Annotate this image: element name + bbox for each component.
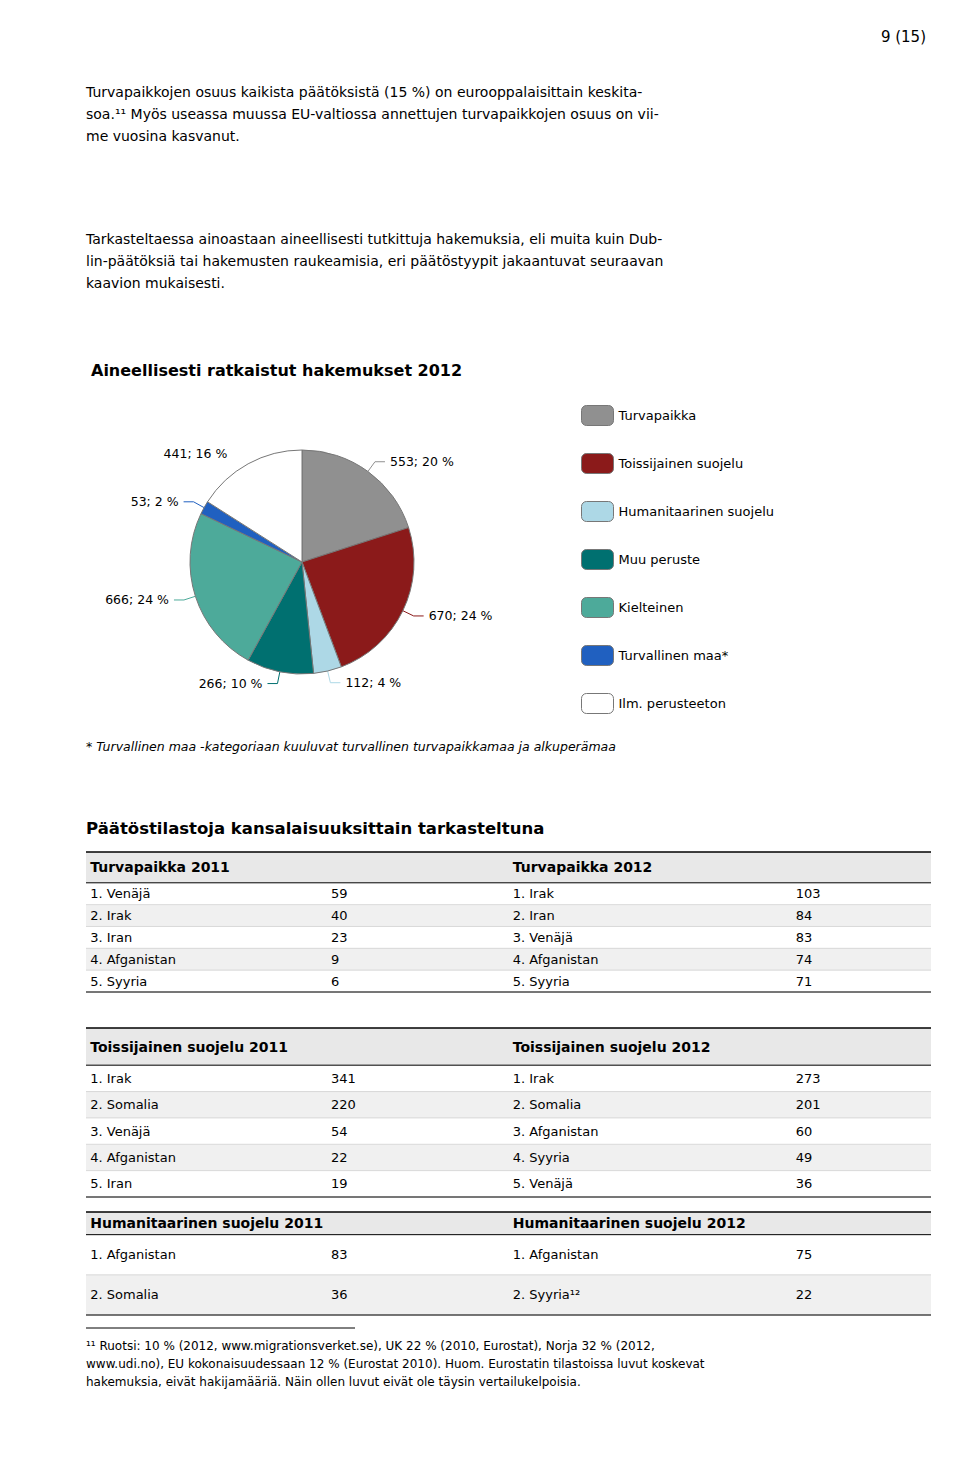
- svg-text:2. Syyria¹²: 2. Syyria¹²: [513, 1287, 581, 1302]
- svg-text:2. Irak: 2. Irak: [90, 908, 132, 923]
- svg-text:Humanitaarinen suojelu 2012: Humanitaarinen suojelu 2012: [513, 1215, 746, 1231]
- svg-text:4. Afganistan: 4. Afganistan: [513, 952, 599, 967]
- svg-text:441; 16 %: 441; 16 %: [164, 446, 228, 461]
- svg-text:4. Afganistan: 4. Afganistan: [90, 952, 176, 967]
- svg-text:201: 201: [796, 1097, 821, 1112]
- svg-text:670; 24 %: 670; 24 %: [429, 608, 493, 623]
- svg-text:3. Afganistan: 3. Afganistan: [513, 1124, 599, 1139]
- svg-text:2. Somalia: 2. Somalia: [90, 1097, 159, 1112]
- svg-text:2. Somalia: 2. Somalia: [90, 1287, 159, 1302]
- svg-text:6: 6: [331, 974, 339, 989]
- svg-text:53; 2 %: 53; 2 %: [131, 494, 179, 509]
- svg-text:kaavion mukaisesti.: kaavion mukaisesti.: [86, 275, 225, 291]
- svg-text:Kielteinen: Kielteinen: [619, 600, 684, 615]
- svg-text:3. Venäjä: 3. Venäjä: [90, 1124, 150, 1139]
- svg-text:49: 49: [796, 1150, 813, 1165]
- svg-text:273: 273: [796, 1071, 821, 1086]
- svg-text:Humanitaarinen suojelu: Humanitaarinen suojelu: [619, 504, 775, 519]
- svg-text:23: 23: [331, 930, 348, 945]
- svg-text:Toissijainen suojelu: Toissijainen suojelu: [618, 456, 744, 471]
- svg-text:Turvapaikka 2011: Turvapaikka 2011: [90, 859, 230, 875]
- svg-text:22: 22: [796, 1287, 813, 1302]
- svg-text:Tarkasteltaessa ainoastaan ain: Tarkasteltaessa ainoastaan aineellisesti…: [85, 231, 662, 247]
- svg-text:666; 24 %: 666; 24 %: [105, 592, 169, 607]
- svg-text:Päätöstilastoja kansalaisuuksi: Päätöstilastoja kansalaisuuksittain tark…: [86, 819, 544, 838]
- svg-text:40: 40: [331, 908, 348, 923]
- svg-text:1. Irak: 1. Irak: [513, 886, 555, 901]
- svg-text:Muu peruste: Muu peruste: [619, 552, 701, 567]
- svg-text:22: 22: [331, 1150, 348, 1165]
- svg-text:103: 103: [796, 886, 821, 901]
- svg-text:5. Iran: 5. Iran: [90, 1176, 132, 1191]
- svg-text:Ilm. perusteeton: Ilm. perusteeton: [619, 696, 726, 711]
- svg-text:2. Somalia: 2. Somalia: [513, 1097, 582, 1112]
- svg-text:553; 20 %: 553; 20 %: [390, 454, 454, 469]
- svg-text:Turvapaikka: Turvapaikka: [618, 408, 697, 423]
- svg-text:soa.¹¹ Myös useassa muussa EU-: soa.¹¹ Myös useassa muussa EU-valtiossa …: [86, 106, 659, 122]
- svg-text:* Turvallinen maa -kategoriaan: * Turvallinen maa -kategoriaan kuuluvat …: [86, 739, 616, 754]
- svg-text:www.udi.no), EU kokonaisuudess: www.udi.no), EU kokonaisuudessaan 12 % (…: [86, 1357, 705, 1371]
- svg-text:74: 74: [796, 952, 813, 967]
- svg-text:9 (15): 9 (15): [881, 28, 926, 46]
- svg-text:75: 75: [796, 1247, 813, 1262]
- svg-text:Toissijainen suojelu 2012: Toissijainen suojelu 2012: [513, 1039, 711, 1055]
- svg-text:9: 9: [331, 952, 339, 967]
- svg-text:36: 36: [796, 1176, 813, 1191]
- svg-text:54: 54: [331, 1124, 348, 1139]
- svg-text:19: 19: [331, 1176, 348, 1191]
- svg-text:71: 71: [796, 974, 813, 989]
- svg-text:3. Venäjä: 3. Venäjä: [513, 930, 573, 945]
- svg-text:Aineellisesti ratkaistut hakem: Aineellisesti ratkaistut hakemukset 2012: [91, 361, 462, 380]
- svg-text:Toissijainen suojelu 2011: Toissijainen suojelu 2011: [90, 1039, 288, 1055]
- svg-text:60: 60: [796, 1124, 813, 1139]
- svg-text:me vuosina kasvanut.: me vuosina kasvanut.: [86, 128, 240, 144]
- svg-text:266; 10 %: 266; 10 %: [199, 676, 263, 691]
- svg-text:83: 83: [796, 930, 813, 945]
- svg-text:5. Venäjä: 5. Venäjä: [513, 1176, 573, 1191]
- svg-text:1. Irak: 1. Irak: [513, 1071, 555, 1086]
- svg-text:1. Afganistan: 1. Afganistan: [90, 1247, 176, 1262]
- svg-text:lin-päätöksiä tai hakemusten r: lin-päätöksiä tai hakemusten raukeamisia…: [86, 253, 663, 269]
- svg-text:1. Afganistan: 1. Afganistan: [513, 1247, 599, 1262]
- svg-text:2. Iran: 2. Iran: [513, 908, 555, 923]
- svg-text:1. Irak: 1. Irak: [90, 1071, 132, 1086]
- svg-text:5. Syyria: 5. Syyria: [90, 974, 147, 989]
- svg-text:59: 59: [331, 886, 348, 901]
- svg-text:Turvapaikka 2012: Turvapaikka 2012: [513, 859, 653, 875]
- svg-text:4. Afganistan: 4. Afganistan: [90, 1150, 176, 1165]
- svg-text:Turvapaikkojen osuus kaikista: Turvapaikkojen osuus kaikista päätöksist…: [85, 84, 642, 100]
- svg-text:84: 84: [796, 908, 813, 923]
- svg-text:83: 83: [331, 1247, 348, 1262]
- svg-text:1. Venäjä: 1. Venäjä: [90, 886, 150, 901]
- svg-text:¹¹ Ruotsi: 10 % (2012, www.mig: ¹¹ Ruotsi: 10 % (2012, www.migrationsver…: [86, 1339, 655, 1353]
- svg-text:hakemuksia, eivät hakijamääriä: hakemuksia, eivät hakijamääriä. Näin oll…: [86, 1375, 581, 1389]
- svg-text:Turvallinen maa*: Turvallinen maa*: [618, 648, 729, 663]
- svg-text:5. Syyria: 5. Syyria: [513, 974, 570, 989]
- svg-text:220: 220: [331, 1097, 356, 1112]
- svg-text:36: 36: [331, 1287, 348, 1302]
- svg-text:341: 341: [331, 1071, 356, 1086]
- svg-text:Humanitaarinen suojelu 2011: Humanitaarinen suojelu 2011: [90, 1215, 323, 1231]
- svg-text:112; 4 %: 112; 4 %: [345, 675, 401, 690]
- svg-text:3. Iran: 3. Iran: [90, 930, 132, 945]
- svg-text:4. Syyria: 4. Syyria: [513, 1150, 570, 1165]
